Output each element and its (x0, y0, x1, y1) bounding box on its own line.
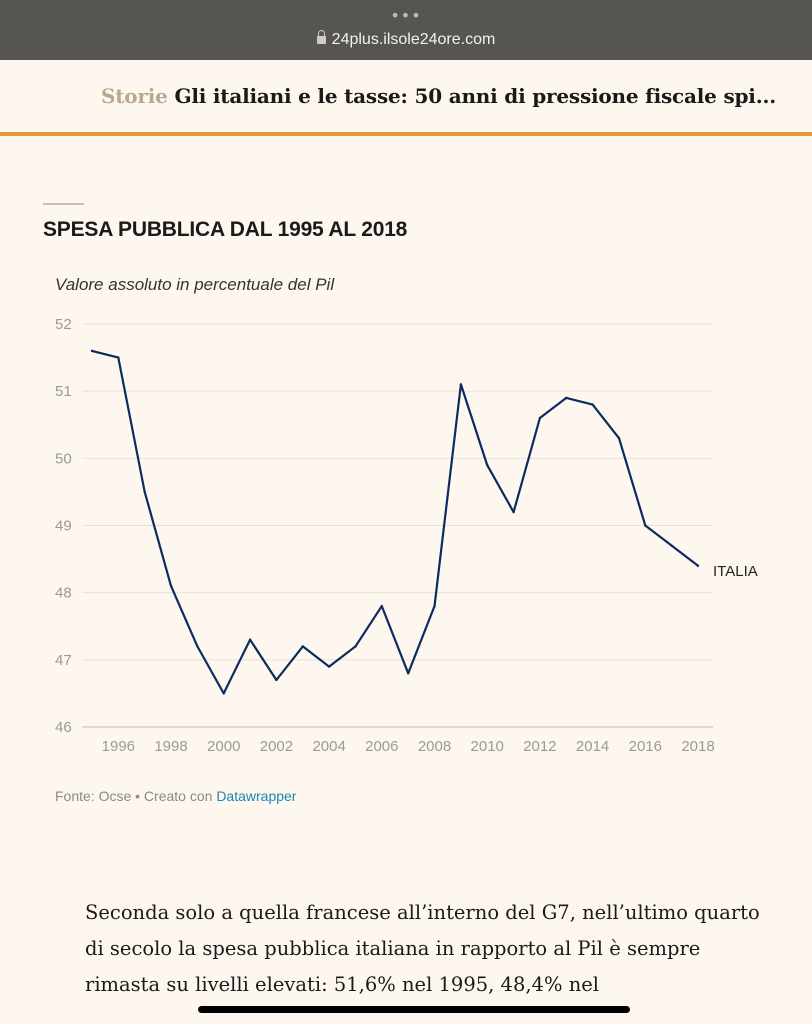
headline-title: Gli italiani e le tasse: 50 anni di pres… (174, 84, 776, 108)
y-tick-label-50: 50 (55, 450, 72, 467)
data-point-2015 (617, 436, 621, 440)
x-tick-label-2012: 2012 (523, 738, 556, 755)
y-tick-label-47: 47 (55, 652, 72, 669)
article-headline[interactable]: Storie Gli italiani e le tasse: 50 anni … (101, 84, 776, 108)
data-point-2010 (486, 463, 489, 467)
home-indicator[interactable] (198, 1006, 630, 1013)
data-point-1995 (90, 349, 94, 353)
x-tick-label-2006: 2006 (365, 738, 398, 755)
x-tick-label-2010: 2010 (471, 738, 504, 755)
data-point-2001 (248, 638, 252, 641)
section-kicker: Storie (101, 84, 168, 108)
y-tick-label-48: 48 (55, 585, 72, 602)
chart-subtitle: Valore assoluto in percentuale del Pil (55, 275, 335, 294)
y-tick-label-51: 51 (55, 383, 72, 400)
x-tick-label-2008: 2008 (418, 738, 451, 755)
data-point-2011 (512, 510, 515, 514)
x-tick-label-2000: 2000 (207, 738, 240, 755)
line-chart: 46 47 48 49 50 51 52 1996 1998 2000 2002 2004 2006 20… (55, 316, 758, 755)
data-point-2005 (354, 645, 357, 648)
x-tick-label-2002: 2002 (260, 738, 293, 755)
article-paragraph: Seconda solo a quella francese all’inter… (85, 901, 760, 996)
x-tick-label-2004: 2004 (312, 738, 345, 755)
x-tick-label-2016: 2016 (629, 738, 662, 755)
data-point-2018 (696, 564, 700, 567)
series-label-italia: ITALIA (713, 563, 758, 580)
data-point-2013 (565, 396, 568, 400)
y-tick-label-52: 52 (55, 316, 72, 333)
title-rule (43, 203, 84, 205)
address-bar[interactable]: 24plus.ilsole24ore.com (0, 30, 812, 50)
data-point-2017 (670, 544, 673, 547)
data-point-1996 (117, 356, 120, 359)
chart-title: SPESA PUBBLICA DAL 1995 AL 2018 (43, 218, 408, 241)
y-tick-label-49: 49 (55, 518, 72, 535)
data-point-2002 (275, 678, 278, 682)
x-tick-label-2018: 2018 (681, 738, 714, 755)
y-tick-label-46: 46 (55, 719, 72, 736)
tab-dots-icon[interactable]: ••• (390, 6, 422, 25)
data-point-2004 (327, 665, 331, 668)
url-text: 24plus.ilsole24ore.com (331, 31, 496, 48)
x-tick-label-1998: 1998 (154, 738, 187, 755)
data-point-2003 (301, 645, 304, 648)
data-point-2016 (644, 524, 647, 527)
datawrapper-link[interactable]: Datawrapper (216, 788, 297, 804)
series-line-italia (90, 349, 700, 695)
data-point-1998 (169, 584, 173, 588)
data-point-2012 (538, 416, 542, 420)
data-point-2014 (591, 403, 594, 406)
data-point-2006 (380, 604, 384, 608)
x-tick-label-2014: 2014 (576, 738, 609, 755)
x-tick-label-1996: 1996 (102, 738, 135, 755)
data-point-1999 (196, 645, 199, 648)
source-text: Fonte: Ocse • Creato con (55, 788, 217, 804)
lock-icon (316, 30, 326, 44)
data-point-1997 (143, 490, 146, 494)
chart-source: Fonte: Ocse • Creato con Datawrapper (55, 788, 296, 804)
browser-bar: ••• 24plus.ilsole24ore.com (0, 0, 812, 60)
data-point-2007 (406, 672, 410, 675)
data-point-2009 (459, 383, 463, 386)
data-point-2000 (222, 692, 225, 695)
data-point-2008 (433, 604, 436, 608)
article-header: Storie Gli italiani e le tasse: 50 anni … (0, 60, 812, 136)
